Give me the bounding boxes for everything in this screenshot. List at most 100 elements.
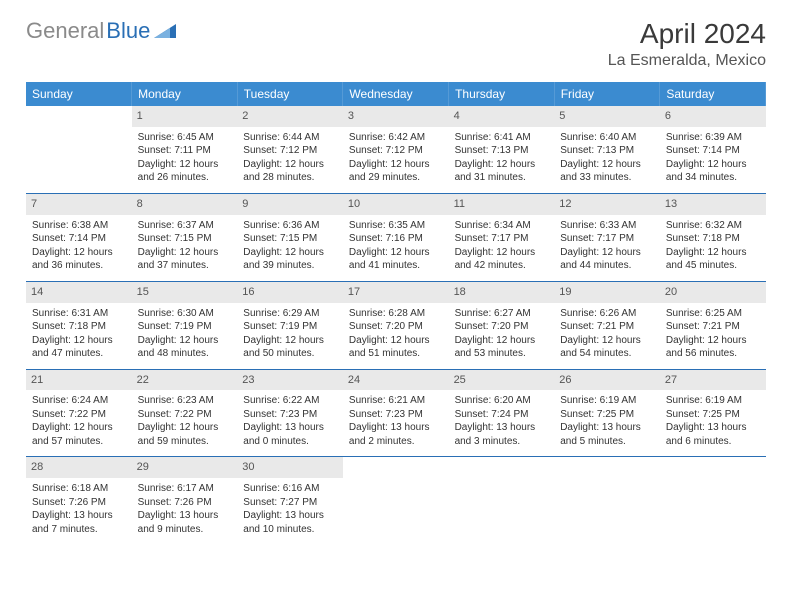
day-number: 14 (26, 282, 132, 303)
daylight-text: Daylight: 12 hours and 28 minutes. (243, 158, 337, 185)
calendar-cell: 13Sunrise: 6:32 AMSunset: 7:18 PMDayligh… (660, 193, 766, 281)
sunset-text: Sunset: 7:16 PM (349, 232, 443, 246)
sunset-text: Sunset: 7:14 PM (32, 232, 126, 246)
location-label: La Esmeralda, Mexico (608, 52, 766, 70)
sunset-text: Sunset: 7:24 PM (455, 408, 549, 422)
sunrise-text: Sunrise: 6:31 AM (32, 307, 126, 321)
calendar-cell: 23Sunrise: 6:22 AMSunset: 7:23 PMDayligh… (237, 369, 343, 457)
daylight-text: Daylight: 13 hours and 5 minutes. (560, 421, 654, 448)
calendar-row: 14 Sunrise: 6:31 AMSunset: 7:18 PM Dayligh… (26, 281, 766, 369)
day-number: 7 (26, 194, 132, 215)
day-number: 9 (237, 194, 343, 215)
sunrise-text: Sunrise: 6:35 AM (349, 219, 443, 233)
sunrise-text: Sunrise: 6:32 AM (666, 219, 760, 233)
daylight-text: Daylight: 12 hours and 37 minutes. (138, 246, 232, 273)
sunrise-text: Sunrise: 6:36 AM (243, 219, 337, 233)
daylight-text: Daylight: 13 hours and 9 minutes. (138, 509, 232, 536)
calendar-cell: 16Sunrise: 6:29 AMSunset: 7:19 PMDayligh… (237, 281, 343, 369)
weekday-header: Saturday (660, 82, 766, 106)
calendar-cell: . (26, 106, 132, 193)
daylight-text: Daylight: 12 hours and 31 minutes. (455, 158, 549, 185)
sunrise-text: Sunrise: 6:23 AM (138, 394, 232, 408)
calendar-cell: 4Sunrise: 6:41 AMSunset: 7:13 PMDaylight… (449, 106, 555, 193)
daylight-text: Daylight: 12 hours and 56 minutes. (666, 334, 760, 361)
sunrise-text: Sunrise: 6:41 AM (455, 131, 549, 145)
calendar-cell: 10Sunrise: 6:35 AMSunset: 7:16 PMDayligh… (343, 193, 449, 281)
daylight-text: Daylight: 13 hours and 10 minutes. (243, 509, 337, 536)
calendar-cell: 8Sunrise: 6:37 AMSunset: 7:15 PMDaylight… (132, 193, 238, 281)
day-number: 25 (449, 370, 555, 391)
calendar-cell: 17Sunrise: 6:28 AMSunset: 7:20 PMDayligh… (343, 281, 449, 369)
brand-part1: General (26, 18, 104, 44)
sunset-text: Sunset: 7:12 PM (243, 144, 337, 158)
weekday-header: Friday (554, 82, 660, 106)
sunset-text: Sunset: 7:15 PM (138, 232, 232, 246)
sunrise-text: Sunrise: 6:37 AM (138, 219, 232, 233)
day-number: 27 (660, 370, 766, 391)
calendar-cell: 22Sunrise: 6:23 AMSunset: 7:22 PMDayligh… (132, 369, 238, 457)
daylight-text: Daylight: 12 hours and 50 minutes. (243, 334, 337, 361)
sunrise-text: Sunrise: 6:40 AM (560, 131, 654, 145)
calendar-cell: 11Sunrise: 6:34 AMSunset: 7:17 PMDayligh… (449, 193, 555, 281)
daylight-text: Daylight: 12 hours and 44 minutes. (560, 246, 654, 273)
daylight-text: Daylight: 13 hours and 6 minutes. (666, 421, 760, 448)
calendar-cell: 9 Sunrise: 6:36 AMSunset: 7:15 PMDaylight… (237, 193, 343, 281)
calendar-cell: 30 Sunrise: 6:16 AMSunset: 7:27 PMDayligh… (237, 457, 343, 544)
day-number: 4 (449, 106, 555, 127)
day-number: 20 (660, 282, 766, 303)
calendar-cell: 26Sunrise: 6:19 AMSunset: 7:25 PMDayligh… (554, 369, 660, 457)
sunset-text: Sunset: 7:12 PM (349, 144, 443, 158)
sunrise-text: Sunrise: 6:22 AM (243, 394, 337, 408)
sunrise-text: Sunrise: 6:20 AM (455, 394, 549, 408)
day-number: 11 (449, 194, 555, 215)
calendar-cell: 7Sunrise: 6:38 AMSunset: 7:14 PMDaylight… (26, 193, 132, 281)
calendar-cell: 18Sunrise: 6:27 AMSunset: 7:20 PMDayligh… (449, 281, 555, 369)
day-number: 30 (237, 457, 343, 478)
sunset-text: Sunset: 7:14 PM (666, 144, 760, 158)
sunrise-text: Sunrise: 6:19 AM (666, 394, 760, 408)
sunset-text: Sunset: 7:18 PM (32, 320, 126, 334)
sunrise-text: Sunrise: 6:16 AM (243, 482, 337, 496)
sunset-text: Sunset: 7:19 PM (243, 320, 337, 334)
daylight-text: Daylight: 12 hours and 26 minutes. (138, 158, 232, 185)
sunrise-text: Sunrise: 6:21 AM (349, 394, 443, 408)
sunset-text: Sunset: 7:23 PM (243, 408, 337, 422)
calendar-cell: 14Sunrise: 6:31 AMSunset: 7:18 PMDayligh… (26, 281, 132, 369)
day-number: 28 (26, 457, 132, 478)
calendar-cell: . (449, 457, 555, 544)
sunrise-text: Sunrise: 6:33 AM (560, 219, 654, 233)
sunset-text: Sunset: 7:15 PM (243, 232, 337, 246)
daylight-text: Daylight: 13 hours and 2 minutes. (349, 421, 443, 448)
day-number: 26 (554, 370, 660, 391)
sunrise-text: Sunrise: 6:45 AM (138, 131, 232, 145)
daylight-text: Daylight: 12 hours and 59 minutes. (138, 421, 232, 448)
daylight-text: Daylight: 12 hours and 51 minutes. (349, 334, 443, 361)
calendar-row: 21 Sunrise: 6:24 AMSunset: 7:22 PM Dayligh… (26, 369, 766, 457)
day-number: 29 (132, 457, 238, 478)
calendar-cell: 19Sunrise: 6:26 AMSunset: 7:21 PMDayligh… (554, 281, 660, 369)
daylight-text: Daylight: 12 hours and 39 minutes. (243, 246, 337, 273)
sunset-text: Sunset: 7:22 PM (32, 408, 126, 422)
brand-part2: Blue (106, 18, 150, 44)
calendar-cell: 12Sunrise: 6:33 AMSunset: 7:17 PMDayligh… (554, 193, 660, 281)
calendar-header-row: SundayMondayTuesdayWednesdayThursdayFrid… (26, 82, 766, 106)
calendar-cell: 24Sunrise: 6:21 AMSunset: 7:23 PMDayligh… (343, 369, 449, 457)
calendar-row: 28Sunrise: 6:18 AMSunset: 7:26 PMDayligh… (26, 457, 766, 544)
sunrise-text: Sunrise: 6:25 AM (666, 307, 760, 321)
calendar-cell: . (660, 457, 766, 544)
calendar-row: .1Sunrise: 6:45 AMSunset: 7:11 PMDayligh… (26, 106, 766, 193)
sunset-text: Sunset: 7:27 PM (243, 496, 337, 510)
daylight-text: Daylight: 12 hours and 36 minutes. (32, 246, 126, 273)
sunrise-text: Sunrise: 6:24 AM (32, 394, 126, 408)
calendar-cell: 1Sunrise: 6:45 AMSunset: 7:11 PMDaylight… (132, 106, 238, 193)
day-number: 19 (554, 282, 660, 303)
daylight-text: Daylight: 13 hours and 3 minutes. (455, 421, 549, 448)
daylight-text: Daylight: 12 hours and 42 minutes. (455, 246, 549, 273)
calendar-row: 7Sunrise: 6:38 AMSunset: 7:14 PMDaylight… (26, 193, 766, 281)
day-number: 21 (26, 370, 132, 391)
sunrise-text: Sunrise: 6:27 AM (455, 307, 549, 321)
day-number: 6 (660, 106, 766, 127)
daylight-text: Daylight: 12 hours and 34 minutes. (666, 158, 760, 185)
calendar-cell: 28Sunrise: 6:18 AMSunset: 7:26 PMDayligh… (26, 457, 132, 544)
calendar-cell: . (343, 457, 449, 544)
